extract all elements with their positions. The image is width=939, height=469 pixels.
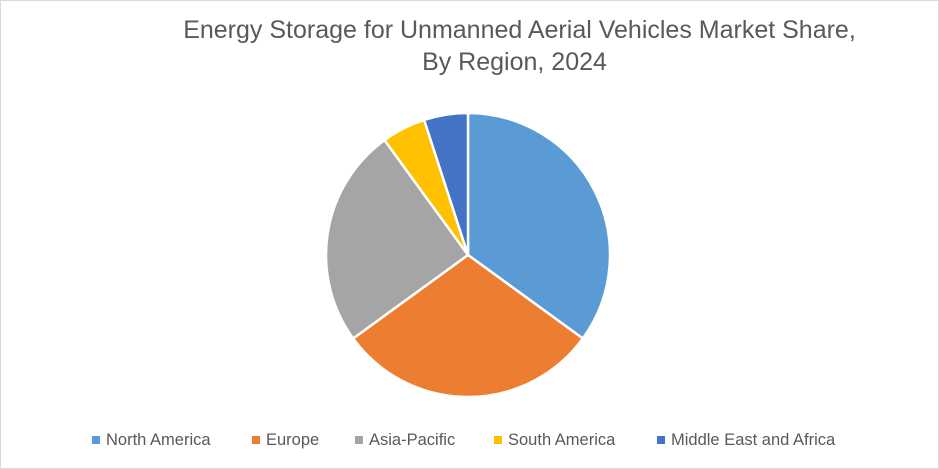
legend-label-middle-east-and-africa: Middle East and Africa	[671, 430, 836, 449]
legend-label-europe: Europe	[266, 430, 320, 449]
chart-title-line-2: By Region, 2024	[422, 48, 607, 76]
legend-item-middle-east-and-africa: Middle East and Africa	[657, 428, 835, 452]
chart-title: Energy Storage for Unmanned Aerial Vehic…	[0, 14, 939, 78]
chart-title-line-1: Energy Storage for Unmanned Aerial Vehic…	[183, 16, 856, 44]
chart-legend: North America Europe Asia-Pacific South …	[0, 428, 939, 452]
legend-label-asia-pacific: Asia-Pacific	[369, 430, 456, 449]
legend-label-north-america: North America	[106, 430, 211, 449]
pie-slice-middle-east-and-africa	[422, 111, 470, 257]
pie-slice-asia-pacific	[324, 138, 470, 340]
legend-item-asia-pacific: Asia-Pacific	[355, 428, 455, 452]
legend-swatch-middle-east-and-africa	[657, 436, 665, 444]
legend-item-south-america: South America	[494, 428, 615, 452]
legend-swatch-south-america	[494, 436, 502, 444]
legend-swatch-europe	[252, 436, 260, 444]
pie-slice-north-america	[466, 111, 612, 340]
legend-label-south-america: South America	[508, 430, 616, 449]
legend-item-north-america: North America	[92, 428, 211, 452]
legend-item-europe: Europe	[252, 428, 319, 452]
legend-swatch-asia-pacific	[355, 436, 363, 444]
pie-slice-europe	[351, 253, 585, 399]
legend-swatch-north-america	[92, 436, 100, 444]
